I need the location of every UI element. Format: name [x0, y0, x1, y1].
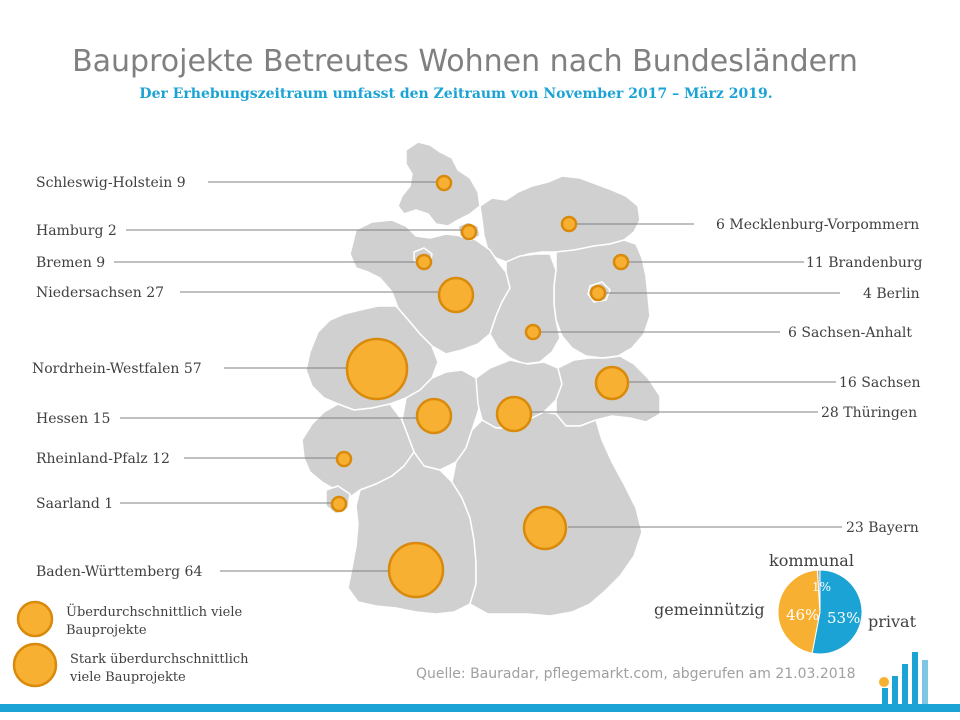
logo-dot-icon	[879, 677, 889, 687]
marker-thueringen	[495, 395, 533, 433]
pie-chart: 53% 46% 1% kommunal gemeinnützig privat	[654, 551, 917, 655]
marker-hamburg	[460, 223, 478, 241]
label-mecklenburg-vorpommern: 6 Mecklenburg-Vorpommern	[716, 217, 919, 233]
label-hamburg: Hamburg 2	[36, 223, 117, 239]
label-brandenburg: 11 Brandenburg	[806, 255, 923, 271]
marker-nordrhein-westfalen	[345, 337, 409, 401]
label-bremen: Bremen 9	[36, 255, 105, 271]
label-sachsen: 16 Sachsen	[839, 375, 921, 391]
leader-lines	[114, 181, 842, 572]
page-title: Bauprojekte Betreutes Wohnen nach Bundes…	[72, 44, 858, 79]
pie-slice-kommunal	[816, 569, 821, 613]
pie-value-privat: 53%	[827, 609, 860, 627]
legend-large-line1: Stark überdurchschnittlich	[70, 652, 249, 667]
marker-rheinland-pfalz	[335, 450, 353, 468]
marker-mecklenburg-vorpommern	[560, 215, 578, 233]
marker-saarland	[330, 495, 348, 513]
pie-slice-gemeinnuetzig	[777, 569, 821, 654]
pie-label-kommunal: kommunal	[769, 551, 854, 570]
label-sachsen-anhalt: 6 Sachsen-Anhalt	[788, 325, 912, 341]
labels-left: Schleswig-Holstein 9 Hamburg 2 Bremen 9 …	[32, 175, 202, 580]
page-subtitle: Der Erhebungszeitraum umfasst den Zeitra…	[139, 86, 773, 102]
label-berlin: 4 Berlin	[863, 286, 920, 302]
label-hessen: Hessen 15	[36, 411, 110, 427]
label-rheinland-pfalz: Rheinland-Pfalz 12	[36, 451, 170, 467]
marker-niedersachsen	[437, 276, 475, 314]
pie-label-privat: privat	[868, 612, 917, 631]
legend-marker-large	[12, 642, 58, 688]
marker-bayern	[522, 505, 568, 551]
pie-value-kommunal: 1%	[812, 580, 831, 594]
legend-small-line2: Bauprojekte	[66, 623, 147, 638]
labels-right: 6 Mecklenburg-Vorpommern 11 Brandenburg …	[716, 217, 923, 536]
marker-baden-wuerttemberg	[387, 541, 445, 599]
legend-large-line2: viele Bauprojekte	[69, 670, 186, 685]
marker-sachsen	[594, 365, 630, 401]
footer-bar	[0, 704, 960, 712]
pie-slice-privat	[811, 569, 863, 655]
label-niedersachsen: Niedersachsen 27	[36, 285, 164, 301]
markers	[330, 174, 630, 599]
label-baden-wuerttemberg: Baden-Württemberg 64	[36, 564, 202, 580]
marker-brandenburg	[612, 253, 630, 271]
pie-value-gemeinnuetzig: 46%	[786, 606, 819, 624]
state-sachsen-anhalt	[489, 253, 561, 365]
marker-hessen	[415, 397, 453, 435]
marker-berlin	[589, 284, 607, 302]
marker-schleswig-holstein	[435, 174, 453, 192]
label-nordrhein-westfalen: Nordrhein-Westfalen 57	[32, 361, 202, 377]
label-schleswig-holstein: Schleswig-Holstein 9	[36, 175, 186, 191]
marker-bremen	[415, 253, 433, 271]
label-saarland: Saarland 1	[36, 496, 113, 512]
label-bayern: 23 Bayern	[846, 520, 919, 536]
pie-slices	[777, 569, 863, 655]
source-note: Quelle: Bauradar, pflegemarkt.com, abger…	[416, 666, 856, 682]
legend: Überdurchschnittlich viele Bauprojekte S…	[12, 600, 249, 688]
pie-label-gemeinnuetzig: gemeinnützig	[654, 600, 765, 619]
legend-small-line1: Überdurchschnittlich viele	[66, 603, 243, 620]
brand-logo	[879, 652, 928, 704]
marker-sachsen-anhalt	[524, 323, 542, 341]
legend-marker-small	[16, 600, 54, 638]
state-mecklenburg-vorpommern	[479, 175, 641, 263]
label-thueringen: 28 Thüringen	[821, 405, 917, 421]
